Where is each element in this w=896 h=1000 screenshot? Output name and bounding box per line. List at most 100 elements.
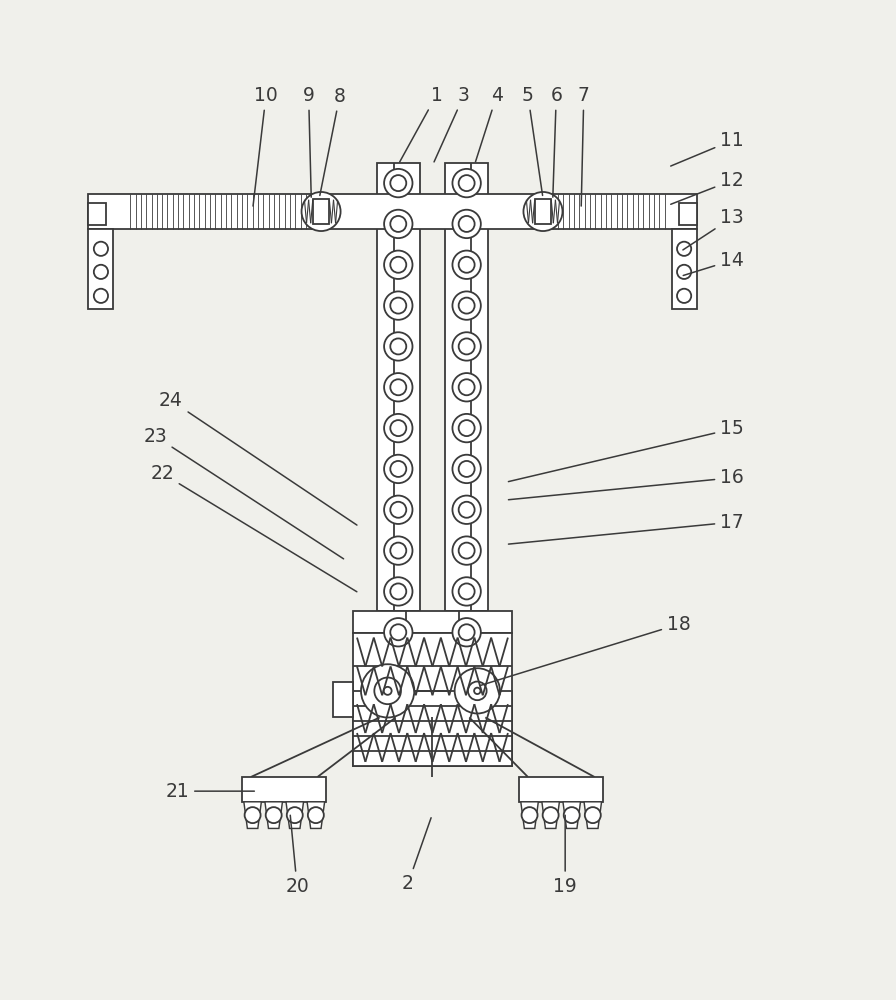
Circle shape [452,496,481,524]
Circle shape [384,577,412,606]
Circle shape [391,583,406,599]
Circle shape [94,289,108,303]
Circle shape [459,379,475,395]
Circle shape [391,216,406,232]
Circle shape [459,216,475,232]
Circle shape [459,624,475,640]
Circle shape [391,543,406,559]
Circle shape [677,265,691,279]
Circle shape [375,678,401,704]
Text: 13: 13 [683,208,744,250]
Circle shape [391,379,406,395]
Circle shape [452,332,481,361]
Bar [535,199,551,224]
Text: 19: 19 [554,815,577,896]
Text: 17: 17 [508,513,744,544]
Text: 4: 4 [476,86,503,162]
Circle shape [452,414,481,442]
Text: 9: 9 [303,86,314,197]
Circle shape [459,461,475,477]
Text: 5: 5 [522,86,543,195]
Circle shape [452,577,481,606]
Circle shape [391,502,406,518]
Text: 6: 6 [550,86,562,197]
Text: 1: 1 [400,86,443,162]
Circle shape [452,169,481,197]
Circle shape [452,618,481,646]
Circle shape [452,251,481,279]
Circle shape [391,420,406,436]
Text: 20: 20 [285,815,309,896]
Circle shape [287,807,303,823]
Circle shape [391,257,406,273]
Polygon shape [563,802,581,828]
Circle shape [384,373,412,401]
Bar [679,203,696,225]
Circle shape [459,298,475,314]
Circle shape [302,192,340,231]
Circle shape [391,175,406,191]
Bar [313,199,329,224]
Text: 15: 15 [508,419,744,482]
Bar [352,700,513,766]
Circle shape [384,251,412,279]
Circle shape [474,688,480,694]
Circle shape [521,807,538,823]
Text: 3: 3 [434,86,470,162]
Circle shape [452,210,481,238]
Circle shape [94,242,108,256]
Circle shape [384,169,412,197]
Circle shape [384,210,412,238]
Circle shape [454,668,500,713]
Bar [333,682,352,717]
Circle shape [384,332,412,361]
Circle shape [384,291,412,320]
Text: 7: 7 [578,86,590,206]
Circle shape [677,242,691,256]
Circle shape [266,807,281,823]
Polygon shape [542,802,559,828]
Text: 23: 23 [143,427,343,559]
Circle shape [384,536,412,565]
Circle shape [543,807,558,823]
Circle shape [384,455,412,483]
Circle shape [523,192,563,231]
Bar [377,163,419,611]
Circle shape [384,496,412,524]
Circle shape [468,682,487,700]
Circle shape [384,414,412,442]
Circle shape [585,807,601,823]
Circle shape [459,257,475,273]
Circle shape [245,807,261,823]
Polygon shape [584,802,601,828]
Text: 22: 22 [151,464,357,592]
Text: 18: 18 [480,615,691,686]
Circle shape [677,289,691,303]
Bar [89,229,114,309]
Circle shape [459,338,475,354]
Circle shape [308,807,323,823]
Circle shape [459,543,475,559]
Polygon shape [286,802,304,828]
Polygon shape [307,802,324,828]
Bar [352,611,513,633]
Text: 2: 2 [402,818,431,893]
Circle shape [459,175,475,191]
Bar [519,777,603,802]
Text: 11: 11 [671,131,744,166]
Bar [89,194,696,229]
Bar [242,777,326,802]
Bar [352,633,513,700]
Text: 24: 24 [159,391,357,525]
Circle shape [383,687,392,695]
Circle shape [391,624,406,640]
Circle shape [452,291,481,320]
Bar [89,203,107,225]
Circle shape [391,338,406,354]
Circle shape [391,461,406,477]
Circle shape [384,618,412,646]
Circle shape [564,807,580,823]
Circle shape [452,373,481,401]
Text: 8: 8 [320,87,346,195]
Circle shape [459,420,475,436]
